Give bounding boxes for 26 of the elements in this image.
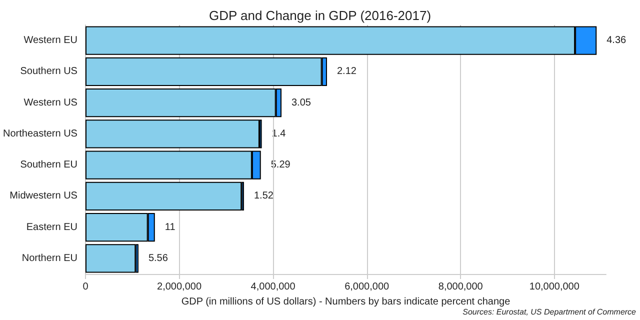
y-tick-label: Southern US (20, 66, 78, 78)
x-tick-label: 8,000,000 (438, 282, 484, 292)
y-tick-label: Western US (24, 97, 78, 108)
annotation: 4.36 (606, 35, 627, 46)
x-axis-title: GDP (in millions of US dollars) - Numbers by bars indicate percent change (181, 296, 511, 308)
annotation: 2.12 (336, 66, 357, 78)
annotation: 5.56 (148, 252, 168, 264)
bar (85, 244, 136, 273)
y-tick-label: Southern EU (20, 160, 78, 171)
annotation: 1.52 (254, 190, 274, 202)
bar (85, 182, 242, 211)
y-tick-label: Northeastern US (2, 128, 78, 140)
annotation: 11 (164, 222, 176, 233)
source-note: Sources: Eurostat, US Department of Commerce (462, 308, 637, 316)
y-tick-label: Eastern EU (26, 222, 78, 233)
bar (85, 120, 260, 148)
chart-title: GDP and Change in GDP (2016-2017) (208, 8, 432, 23)
x-tick-label: 0 (82, 282, 89, 292)
x-tick-label: 6,000,000 (344, 282, 390, 292)
x-tick-label: 2,000,000 (157, 282, 202, 292)
y-tick-label: Northern EU (22, 252, 78, 264)
y-tick-label: Midwestern US (10, 190, 78, 202)
x-tick-label: 10,000,000 (529, 282, 580, 292)
annotation: 3.05 (291, 97, 312, 108)
x-tick-label: 4,000,000 (250, 282, 296, 292)
y-tick-label: Western EU (24, 35, 78, 46)
